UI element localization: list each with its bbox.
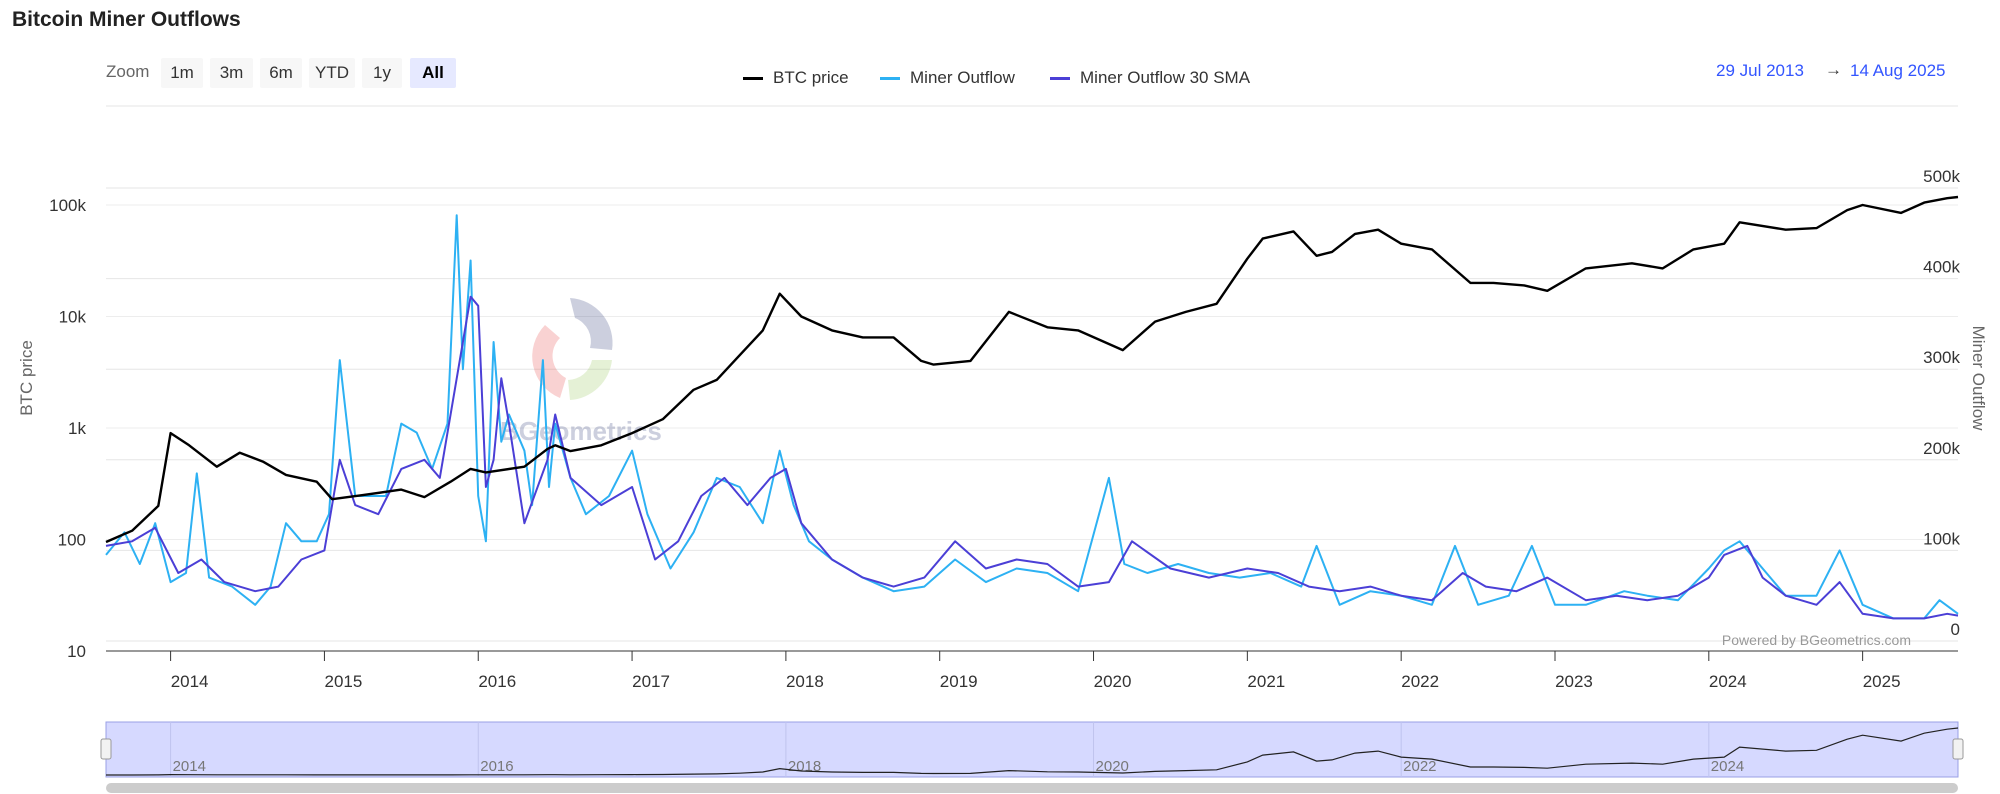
navigator-scrollbar[interactable] <box>106 783 1958 793</box>
axes: 0 100k 200k 300k 400k 500k 10 100 1k 10k 100k 2014 2… <box>17 167 1988 691</box>
navigator-selection <box>105 721 1959 778</box>
range-from-date[interactable]: 29 Jul 2013 <box>1716 61 1804 80</box>
right-axis-title: Miner Outflow <box>1969 326 1988 432</box>
legend-item-miner-outflow-sma[interactable]: Miner Outflow 30 SMA <box>1050 68 1250 88</box>
legend-item-miner-outflow[interactable]: Miner Outflow <box>880 68 1015 88</box>
navigator-tick-label: 2020 <box>1096 758 1129 775</box>
range-arrow: → <box>1825 60 1842 79</box>
x-tick-label: 2018 <box>786 672 824 691</box>
left-tick-label: 100 <box>58 531 86 550</box>
watermark-text: BGeometrics <box>500 416 662 446</box>
left-tick-label: 1k <box>68 419 86 438</box>
right-tick-label: 400k <box>1923 258 1960 277</box>
navigator-tick-label: 2024 <box>1711 758 1744 775</box>
legend-label: Miner Outflow <box>910 68 1015 87</box>
x-tick-label: 2024 <box>1709 672 1747 691</box>
x-tick-label: 2020 <box>1094 672 1132 691</box>
navigator-tick-label: 2016 <box>480 758 513 775</box>
legend-label: BTC price <box>773 68 849 87</box>
credit-text: Powered by BGeometrics.com <box>1722 632 1911 648</box>
x-tick-label: 2015 <box>325 672 363 691</box>
left-axis-title: BTC price <box>17 340 36 416</box>
navigator-series-line <box>106 727 1959 776</box>
chart-title: Bitcoin Miner Outflows <box>12 8 241 31</box>
zoom-3m-button[interactable]: 3m <box>210 58 253 88</box>
zoom-label: Zoom <box>106 62 150 81</box>
grid-lines <box>106 105 1958 652</box>
right-tick-label: 100k <box>1923 529 1960 548</box>
zoom-all-button[interactable]: All <box>410 58 456 88</box>
x-tick-label: 2022 <box>1401 672 1439 691</box>
x-tick-label: 2017 <box>632 672 670 691</box>
range-to-date[interactable]: 14 Aug 2025 <box>1850 61 1946 80</box>
navigator-handle-left[interactable] <box>100 738 112 760</box>
miner-outflow-30-sma-line <box>105 295 1959 620</box>
zoom-1m-button[interactable]: 1m <box>161 58 203 88</box>
navigator-tick-label: 2022 <box>1403 758 1436 775</box>
btc-price-swatch <box>743 76 763 80</box>
left-tick-label: 10k <box>59 308 87 327</box>
left-tick-label: 10 <box>67 642 86 661</box>
zoom-6m-button[interactable]: 6m <box>260 58 302 88</box>
right-tick-label: 0 <box>1951 620 1960 639</box>
right-tick-label: 200k <box>1923 439 1960 458</box>
x-tick-label: 2014 <box>171 672 209 691</box>
miner-outflow-swatch <box>880 76 900 80</box>
zoom-ytd-button[interactable]: YTD <box>309 58 355 88</box>
right-tick-label: 300k <box>1923 348 1960 367</box>
right-tick-label: 500k <box>1923 167 1960 186</box>
series-lines <box>105 195 1959 620</box>
miner-outflow-sma-swatch <box>1050 76 1070 80</box>
btc-price-line <box>105 195 1959 544</box>
x-tick-label: 2023 <box>1555 672 1593 691</box>
x-tick-label: 2021 <box>1247 672 1285 691</box>
left-tick-label: 100k <box>49 196 86 215</box>
legend-item-btc-price[interactable]: BTC price <box>743 68 849 88</box>
zoom-1y-button[interactable]: 1y <box>362 58 402 88</box>
navigator[interactable]: 2014 2016 2018 2020 2022 2024 <box>100 721 1964 793</box>
navigator-tick-label: 2014 <box>173 758 206 775</box>
watermark-logo: BGeometrics <box>500 298 662 446</box>
navigator-handle-right[interactable] <box>1952 738 1964 760</box>
legend-label: Miner Outflow 30 SMA <box>1080 68 1251 87</box>
x-tick-label: 2016 <box>478 672 516 691</box>
miner-outflow-line <box>105 214 1959 620</box>
x-tick-label: 2019 <box>940 672 978 691</box>
navigator-tick-label: 2018 <box>788 758 821 775</box>
x-tick-label: 2025 <box>1863 672 1901 691</box>
